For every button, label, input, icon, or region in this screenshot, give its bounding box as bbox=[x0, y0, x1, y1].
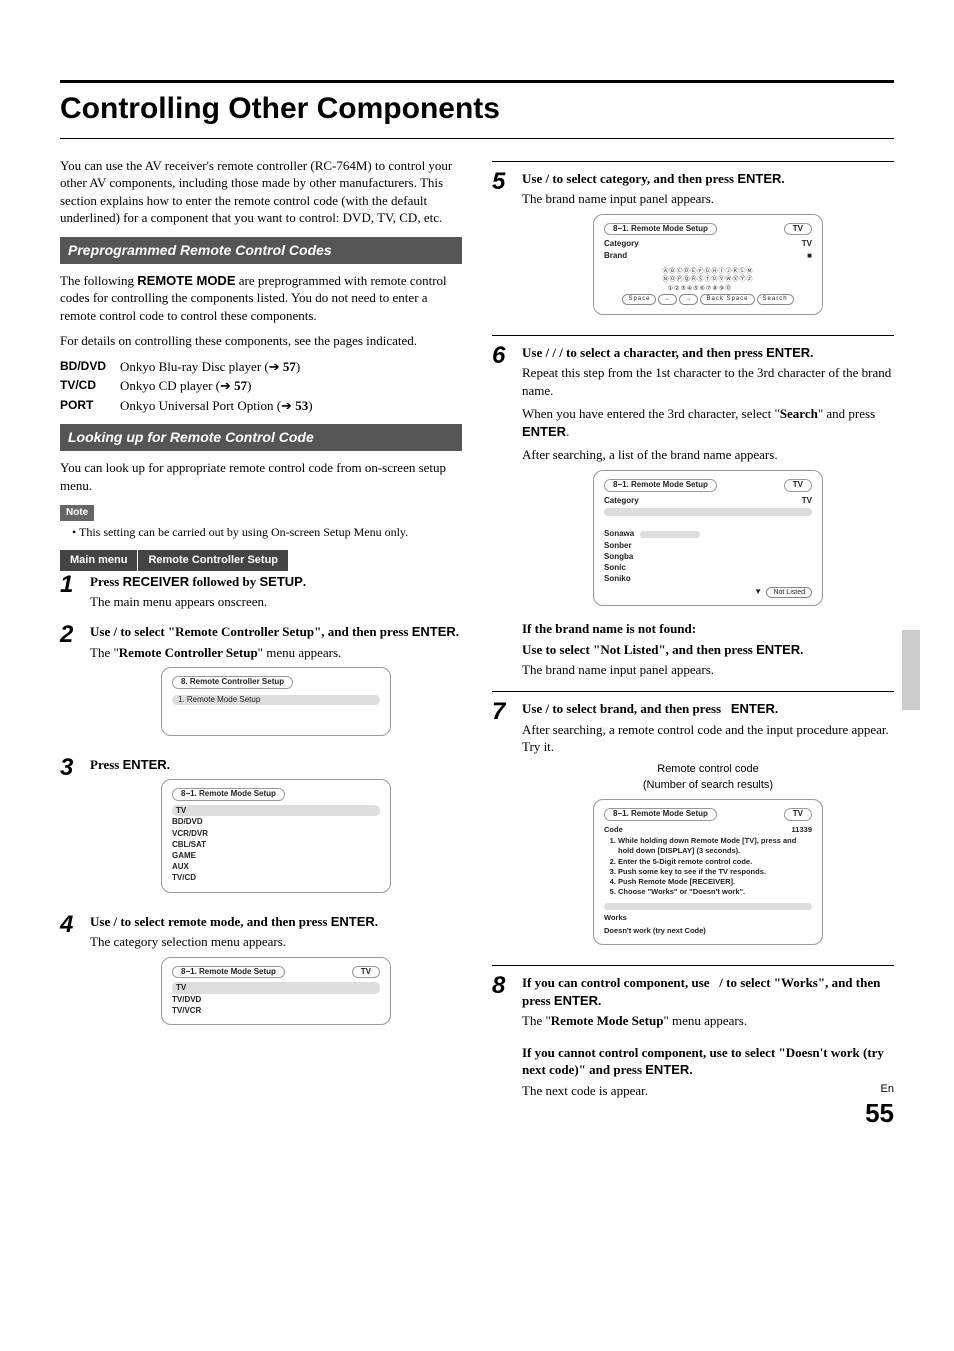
step-instruction: Use / to select remote mode, and then pr… bbox=[90, 913, 462, 931]
osd-instructions: While holding down Remote Mode [TV], pre… bbox=[618, 836, 812, 897]
step-6: 6 Use / / / to select a character, and t… bbox=[492, 344, 894, 685]
def-key: BD/DVD bbox=[60, 358, 120, 376]
osd-chip: TV bbox=[784, 479, 812, 492]
not-listed-chip: Not Listed bbox=[766, 587, 812, 598]
def-val: Onkyo CD player (➔ 57) bbox=[120, 377, 462, 395]
step-instruction: Use / to select category, and then press… bbox=[522, 170, 894, 188]
left-column: You can use the AV receiver's remote con… bbox=[60, 157, 462, 1112]
preprog-defs: BD/DVD Onkyo Blu-ray Disc player (➔ 57) … bbox=[60, 358, 462, 415]
osd-panel: 8−1. Remote Mode SetupTV CategoryTV Sona… bbox=[593, 470, 823, 607]
note-list: This setting can be carried out by using… bbox=[72, 524, 462, 540]
def-key: TV/CD bbox=[60, 377, 120, 395]
osd-chip: TV bbox=[784, 223, 812, 236]
osd-keyboard: ⒶⒷⒸⒹⒺⒻⒼⒽⒾⒿⓀⓁⓂⓃⓄⓅⓆⓇⓈⓉⓊⓋⓌⓍⓎⓏ①②③④⑤⑥⑦⑧⑨⓪ Spa… bbox=[604, 268, 812, 306]
step-number: 7 bbox=[492, 700, 516, 724]
osd-item: 1. Remote Mode Setup bbox=[172, 695, 380, 705]
osd-panel: 8−1. Remote Mode SetupTV Code11339 While… bbox=[593, 799, 823, 945]
def-key: PORT bbox=[60, 397, 120, 415]
page-title: Controlling Other Components bbox=[60, 80, 894, 139]
not-found-body: Use to select "Not Listed", and then pre… bbox=[522, 641, 894, 659]
step-instruction: If you cannot control component, use to … bbox=[522, 1044, 894, 1079]
osd-chip: TV bbox=[352, 966, 380, 979]
menubar-setup: Remote Controller Setup bbox=[138, 550, 289, 571]
step-instruction: Use / to select "Remote Controller Setup… bbox=[90, 623, 462, 641]
step-3: 3 Press ENTER. 8−1. Remote Mode SetupTV … bbox=[60, 756, 462, 907]
step-sub: The next code is appear. bbox=[522, 1082, 894, 1100]
side-tab bbox=[902, 630, 920, 710]
preprog-body: The following REMOTE MODE are preprogram… bbox=[60, 272, 462, 325]
step-sub: The "Remote Mode Setup" menu appears. bbox=[522, 1012, 894, 1030]
osd-list: TV TV/DVD TV/VCR bbox=[172, 982, 380, 1016]
osd-title: 8. Remote Controller Setup bbox=[172, 676, 293, 689]
intro-text: You can use the AV receiver's remote con… bbox=[60, 157, 462, 227]
osd-panel: 8−1. Remote Mode SetupTV TV BD/DVD VCR/D… bbox=[161, 779, 391, 892]
step-number: 5 bbox=[492, 170, 516, 194]
step-8: 8 If you can control component, use / to… bbox=[492, 974, 894, 1105]
preprog-details: For details on controlling these compone… bbox=[60, 332, 462, 350]
step-sub: The brand name input panel appears. bbox=[522, 190, 894, 208]
step-number: 2 bbox=[60, 623, 84, 647]
step-number: 6 bbox=[492, 344, 516, 368]
step-sub: The category selection menu appears. bbox=[90, 933, 462, 951]
step-instruction: Press ENTER. bbox=[90, 756, 462, 774]
def-val: Onkyo Universal Port Option (➔ 53) bbox=[120, 397, 462, 415]
step-instruction: If you can control component, use / to s… bbox=[522, 974, 894, 1009]
step-sub: After searching, a list of the brand nam… bbox=[522, 446, 894, 464]
section-lookup: Looking up for Remote Control Code bbox=[60, 424, 462, 451]
page-footer: En 55 bbox=[865, 1082, 894, 1132]
step-5: 5 Use / to select category, and then pre… bbox=[492, 170, 894, 329]
step-sub: Repeat this step from the 1st character … bbox=[522, 364, 894, 399]
step-sub: The main menu appears onscreen. bbox=[90, 593, 462, 611]
osd-panel: 8. Remote Controller Setup 1. Remote Mod… bbox=[161, 667, 391, 736]
osd-title: 8−1. Remote Mode Setup bbox=[172, 788, 285, 801]
osd-title: 8−1. Remote Mode Setup bbox=[604, 223, 717, 236]
note-tag: Note bbox=[60, 505, 94, 521]
right-column: 5 Use / to select category, and then pre… bbox=[492, 157, 894, 1112]
not-found-sub: The brand name input panel appears. bbox=[522, 661, 894, 679]
caption: Remote control code bbox=[522, 762, 894, 777]
step-2: 2 Use / to select "Remote Controller Set… bbox=[60, 623, 462, 750]
step-number: 3 bbox=[60, 756, 84, 780]
footer-page-number: 55 bbox=[865, 1096, 894, 1131]
step-instruction: Press RECEIVER followed by SETUP. bbox=[90, 573, 462, 591]
osd-panel: 8−1. Remote Mode SetupTV CategoryTV Bran… bbox=[593, 214, 823, 315]
note-item: This setting can be carried out by using… bbox=[72, 524, 462, 540]
step-7: 7 Use / to select brand, and then press … bbox=[492, 700, 894, 959]
step-number: 8 bbox=[492, 974, 516, 998]
osd-list: TV BD/DVD VCR/DVR CBL/SAT GAME AUX TV/CD bbox=[172, 805, 380, 883]
osd-chip: TV bbox=[784, 808, 812, 821]
step-sub: The "Remote Controller Setup" menu appea… bbox=[90, 644, 462, 662]
osd-panel: 8−1. Remote Mode Setup TV TV TV/DVD TV/VC… bbox=[161, 957, 391, 1025]
osd-title: 8−1. Remote Mode Setup bbox=[604, 479, 717, 492]
step-1: 1 Press RECEIVER followed by SETUP. The … bbox=[60, 573, 462, 617]
step-sub: After searching, a remote control code a… bbox=[522, 721, 894, 756]
not-found-heading: If the brand name is not found: bbox=[522, 620, 894, 638]
osd-title: 8−1. Remote Mode Setup bbox=[604, 808, 717, 821]
step-number: 4 bbox=[60, 913, 84, 937]
osd-list: Sonawa Sonber Songba Sonic Soniko bbox=[604, 528, 812, 584]
section-preprogrammed: Preprogrammed Remote Control Codes bbox=[60, 237, 462, 264]
step-instruction: Use / / / to select a character, and the… bbox=[522, 344, 894, 362]
lookup-intro: You can look up for appropriate remote c… bbox=[60, 459, 462, 494]
caption: (Number of search results) bbox=[522, 778, 894, 793]
step-instruction: Use / to select brand, and then press EN… bbox=[522, 700, 894, 718]
def-val: Onkyo Blu-ray Disc player (➔ 57) bbox=[120, 358, 462, 376]
osd-title: 8−1. Remote Mode Setup bbox=[172, 966, 285, 979]
step-sub: When you have entered the 3rd character,… bbox=[522, 405, 894, 440]
menubar-main: Main menu bbox=[60, 550, 138, 571]
footer-lang: En bbox=[865, 1082, 894, 1097]
step-4: 4 Use / to select remote mode, and then … bbox=[60, 913, 462, 1039]
menubar: Main menu Remote Controller Setup bbox=[60, 550, 462, 571]
step-number: 1 bbox=[60, 573, 84, 597]
